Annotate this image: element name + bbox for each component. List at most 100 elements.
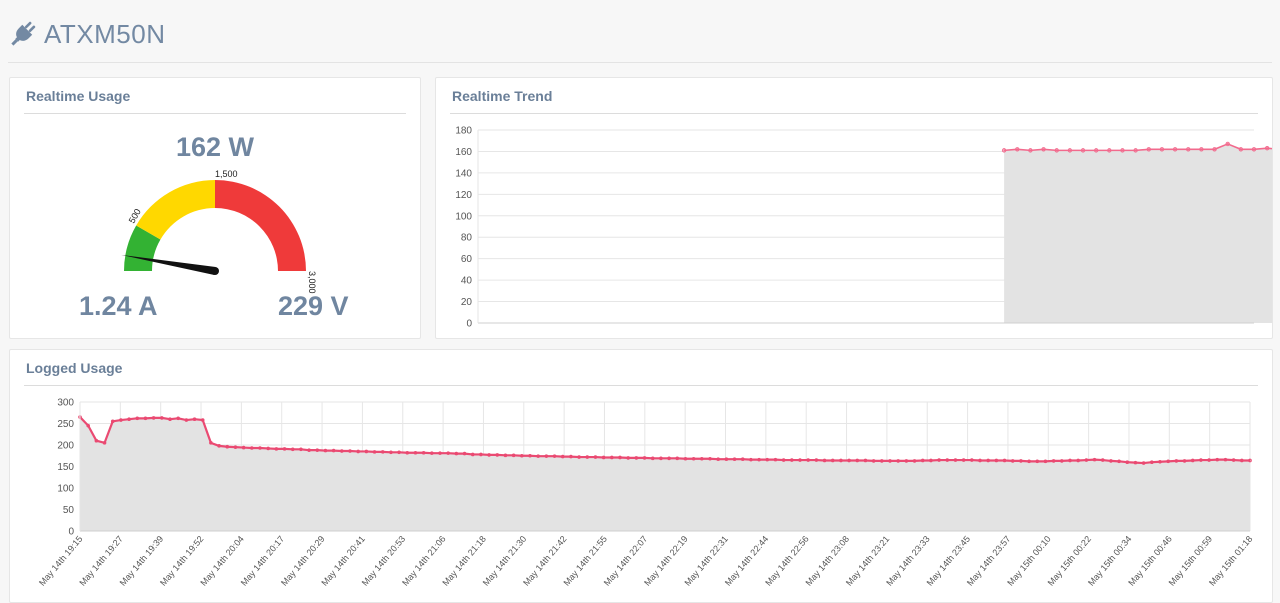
data-point — [912, 459, 917, 463]
data-point — [929, 458, 933, 463]
data-point — [560, 454, 565, 459]
data-point — [86, 423, 90, 428]
x-tick-label: May 14th 20:41 — [319, 534, 367, 588]
data-point — [1150, 460, 1154, 464]
panel-divider — [450, 113, 1258, 114]
y-tick-label: 120 — [455, 190, 472, 201]
data-point — [1215, 457, 1220, 462]
gauge-band-2 — [215, 180, 306, 271]
current-value: 1.24 A — [79, 291, 158, 321]
data-point — [143, 416, 148, 421]
data-point — [241, 445, 246, 450]
data-point — [503, 453, 508, 458]
data-point — [1225, 141, 1230, 147]
data-point — [830, 458, 835, 463]
panel-title: Logged Usage — [26, 360, 123, 376]
data-point — [552, 454, 557, 458]
data-point — [610, 455, 614, 460]
data-point — [372, 450, 377, 454]
data-point — [700, 456, 704, 461]
data-point — [593, 455, 598, 459]
x-tick-label: May 14th 19:39 — [118, 534, 166, 588]
data-point — [536, 454, 540, 458]
x-tick-label: May 14th 21:55 — [561, 534, 609, 588]
data-point — [184, 418, 189, 422]
data-point — [986, 458, 990, 463]
data-point — [1186, 147, 1191, 152]
data-point — [1238, 147, 1244, 152]
plug-icon — [11, 21, 36, 46]
data-point — [716, 457, 720, 461]
data-point — [389, 450, 393, 455]
data-point — [405, 450, 410, 455]
x-tick-label: May 14th 23:21 — [844, 534, 892, 588]
x-tick-label: May 15th 00:10 — [1005, 534, 1053, 588]
data-point — [683, 456, 688, 461]
data-point — [675, 456, 680, 461]
data-point — [274, 447, 279, 451]
data-point — [634, 456, 639, 460]
data-point — [413, 450, 418, 455]
data-point — [659, 456, 663, 461]
data-point — [348, 449, 352, 453]
data-point — [871, 459, 876, 463]
data-point — [814, 458, 819, 462]
data-point — [1093, 148, 1099, 153]
data-point — [740, 457, 745, 461]
x-tick-label: May 14th 19:15 — [37, 534, 85, 588]
y-tick-label: 100 — [57, 484, 74, 495]
data-point — [642, 456, 647, 460]
realtime-trend-panel: Realtime Trend 180 160 140 120 100 80 60 40 20 0 — [435, 77, 1273, 339]
data-point — [495, 453, 500, 457]
data-point — [192, 417, 197, 421]
data-point — [1027, 459, 1031, 464]
data-point — [880, 459, 884, 463]
data-point — [438, 451, 442, 455]
data-point — [282, 447, 287, 451]
data-point — [168, 417, 172, 421]
x-tick-label: May 14th 20:29 — [279, 534, 327, 588]
data-point — [454, 451, 459, 456]
y-tick-label: 20 — [461, 297, 473, 308]
data-point — [225, 444, 230, 449]
x-tick-label: May 14th 21:06 — [400, 534, 448, 588]
y-tick-label: 160 — [455, 147, 472, 158]
data-point — [1207, 458, 1211, 462]
data-point — [978, 458, 982, 463]
x-tick-label: May 14th 22:07 — [602, 534, 650, 588]
y-tick-label: 150 — [57, 462, 74, 473]
data-point — [994, 458, 999, 463]
data-point — [896, 459, 900, 463]
gauge-band-1 — [136, 180, 215, 240]
data-point — [380, 450, 385, 454]
series-area — [80, 417, 1250, 531]
y-tick-label: 60 — [461, 254, 473, 265]
data-point — [446, 451, 450, 455]
x-tick-label: May 14th 23:57 — [965, 534, 1013, 588]
panel-divider — [24, 113, 406, 114]
data-point — [732, 457, 737, 461]
data-point — [200, 418, 205, 422]
data-point — [1120, 148, 1125, 153]
realtime-trend-chart: 180 160 140 120 100 80 60 40 20 0 — [455, 126, 1272, 330]
data-point — [650, 456, 655, 461]
data-point — [806, 458, 810, 462]
data-point — [1159, 147, 1165, 152]
data-point — [217, 444, 221, 448]
data-point — [757, 457, 761, 462]
data-point — [1190, 458, 1195, 463]
gauge-needle-pivot — [211, 267, 219, 275]
data-point — [356, 449, 360, 454]
data-point — [479, 452, 483, 457]
data-point — [323, 448, 328, 453]
data-point — [577, 455, 581, 459]
x-tick-label: May 14th 20:17 — [239, 534, 287, 588]
data-point — [1231, 458, 1236, 462]
data-point — [1146, 147, 1151, 152]
data-point — [1100, 458, 1105, 462]
data-point — [953, 458, 958, 462]
data-point — [1010, 459, 1015, 463]
data-point — [839, 458, 843, 463]
